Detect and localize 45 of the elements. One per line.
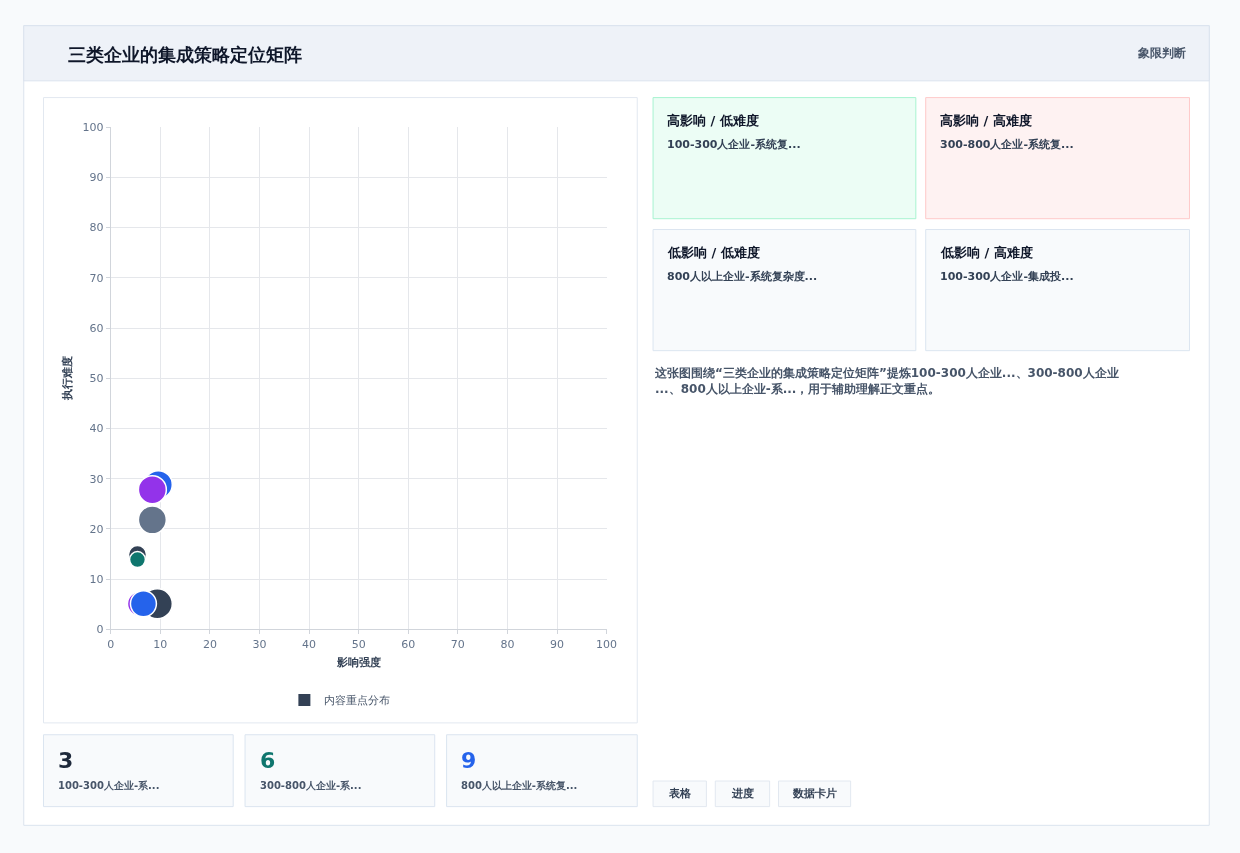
- x-tick-label: 0: [107, 637, 115, 651]
- text: 300-800人企业-系...: [260, 780, 362, 791]
- x-tick-label: 70: [450, 637, 465, 651]
- y-tick-label: 70: [89, 271, 104, 285]
- chart-title: 三类企业的集成策略定位矩阵: [68, 44, 302, 65]
- y-tick-label: 50: [89, 372, 104, 386]
- x-tick-label: 50: [351, 637, 366, 651]
- legend-label: 内容重点分布: [324, 694, 391, 708]
- text: 高影响 / 低难度: [667, 113, 759, 128]
- text: 3: [58, 748, 74, 773]
- x-tick-label: 80: [500, 637, 515, 651]
- text: 100-300人企业-系...: [58, 780, 160, 791]
- y-axis-title: 执行难度: [61, 356, 75, 402]
- y-tick-label: 10: [89, 572, 104, 586]
- y-tick-label: 80: [89, 221, 104, 235]
- y-tick-label: 0: [96, 623, 104, 637]
- text: 低影响 / 低难度: [667, 245, 760, 260]
- text: 进度: [731, 787, 754, 800]
- text: 表格: [668, 787, 692, 800]
- x-tick-label: 60: [401, 637, 416, 651]
- text: 800人以上企业-系统复...: [461, 780, 578, 791]
- text: 100-300人企业-系统复...: [667, 138, 801, 151]
- text: 低影响 / 高难度: [940, 245, 1033, 260]
- x-axis-title: 影响强度: [335, 655, 381, 669]
- y-tick-label: 20: [89, 522, 104, 536]
- text: 6: [260, 748, 276, 773]
- y-tick-label: 100: [82, 120, 104, 134]
- text: 这张图围绕“三类企业的集成策略定位矩阵”提炼100-300人企业...、300-800人企业...、800人以上企业-系...，用于辅助理解正文重点。: [654, 366, 1119, 396]
- x-tick-label: 90: [550, 637, 565, 651]
- text: 数据卡片: [792, 787, 837, 800]
- x-tick-label: 20: [202, 637, 217, 651]
- text: 100-300人企业-集成投...: [940, 270, 1074, 283]
- text: 象限判断: [1137, 46, 1186, 60]
- text: 高影响 / 高难度: [940, 113, 1032, 128]
- x-tick-label: 10: [153, 637, 168, 651]
- x-tick-label: 100: [596, 637, 618, 651]
- text: 800人以上企业-系统复杂度...: [667, 270, 818, 283]
- y-tick-label: 90: [89, 171, 104, 185]
- x-tick-label: 30: [252, 637, 267, 651]
- text: 9: [461, 748, 477, 773]
- x-tick-label: 40: [302, 637, 317, 651]
- text: 300-800人企业-系统复...: [940, 138, 1074, 151]
- y-tick-label: 30: [89, 472, 104, 486]
- y-tick-label: 40: [89, 422, 104, 436]
- y-tick-label: 60: [89, 321, 104, 335]
